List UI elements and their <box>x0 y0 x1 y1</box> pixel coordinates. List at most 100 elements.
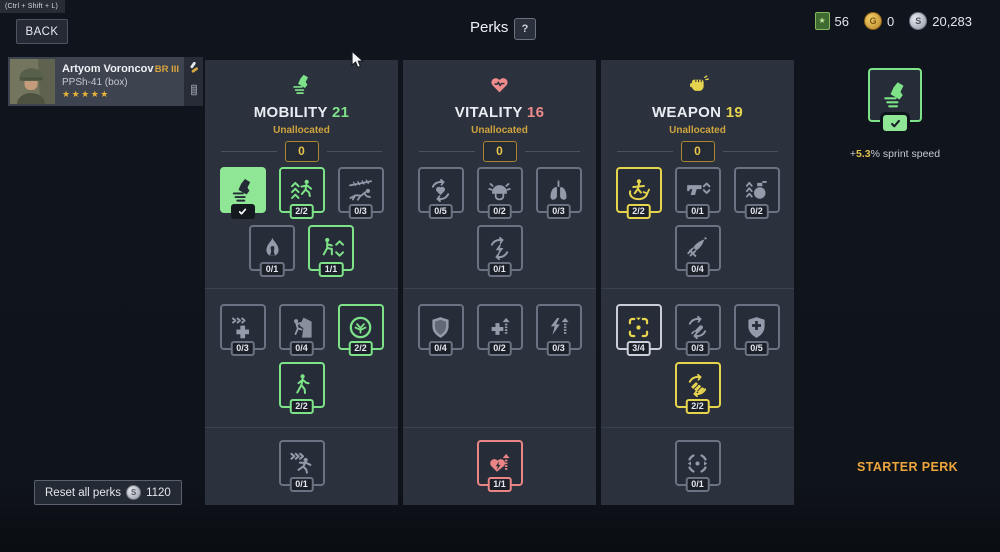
perk-badge: 2/2 <box>685 399 710 414</box>
walk-speed-icon <box>288 372 315 399</box>
perk-tile[interactable]: 2/2 <box>278 167 325 219</box>
perk-badge: 0/4 <box>685 262 710 277</box>
perk-row: 0/5 0/2 0/3 <box>403 167 596 219</box>
perk-row: 0/1 <box>601 440 794 492</box>
perk-tile[interactable]: 2/2 <box>278 362 325 414</box>
perk-tile[interactable]: 0/3 <box>535 167 582 219</box>
loadout-strip <box>184 57 203 106</box>
health-up-icon <box>486 314 513 341</box>
gold-counter: G 0 <box>864 12 894 30</box>
character-rank: BR III <box>154 64 179 75</box>
column-title: VITALITY 16 <box>454 104 545 121</box>
character-panel[interactable]: Artyom Voroncov BR III PPSh-41 (box) ★★★… <box>8 57 203 115</box>
perk-tile[interactable]: 0/4 <box>674 225 721 277</box>
perk-badge: 2/2 <box>348 341 373 356</box>
supply-ticket-counter: ★ 56 <box>814 12 849 30</box>
reset-label: Reset all perks <box>45 486 122 499</box>
perk-badge: 0/3 <box>348 204 373 219</box>
perk-row: 3/4 0/3 0/5 <box>601 304 794 356</box>
perk-row: 2/2 0/1 0/2 <box>601 167 794 219</box>
back-button[interactable]: BACK <box>16 19 68 44</box>
perk-column-mobility: MOBILITY 21 Unallocated 0 2/2 0/3 0/1 1/1 0/3 0/… <box>205 60 398 505</box>
help-button[interactable]: ? <box>514 18 536 40</box>
perk-badge: 0/5 <box>428 204 453 219</box>
gold-value: 0 <box>887 13 895 29</box>
perk-badge: 0/2 <box>744 204 769 219</box>
perk-tile[interactable]: 0/1 <box>476 225 523 277</box>
aim-turn-icon <box>625 177 652 204</box>
perk-tile[interactable]: 0/1 <box>249 225 295 277</box>
perk-tile[interactable]: 2/2 <box>615 167 662 219</box>
perk-row: 0/1 <box>205 440 398 492</box>
jump-height-icon <box>288 177 315 204</box>
perk-tile[interactable]: 0/3 <box>535 304 582 356</box>
perk-tile[interactable] <box>219 167 266 219</box>
heart-regen-icon <box>427 177 454 204</box>
perk-badge: 1/1 <box>487 477 512 492</box>
perk-tile[interactable]: 0/2 <box>733 167 780 219</box>
perk-tile[interactable]: 0/4 <box>278 304 325 356</box>
perk-tile[interactable]: 0/2 <box>476 167 523 219</box>
divider-line <box>419 151 475 152</box>
perk-badge <box>230 204 255 219</box>
perk-row: 0/1 1/1 <box>205 225 398 277</box>
unallocated-count: 0 <box>680 141 715 162</box>
perk-tile[interactable]: 0/1 <box>278 440 325 492</box>
perk-badge: 1/1 <box>318 262 344 277</box>
starter-perk-bonus: +5.3% sprint speed <box>849 148 941 160</box>
silver-coin-icon: S <box>126 485 142 500</box>
column-header: MOBILITY 21 Unallocated 0 <box>205 60 398 162</box>
perk-tile[interactable]: 0/5 <box>733 304 780 356</box>
divider-line <box>221 151 277 152</box>
perk-tile[interactable]: 0/5 <box>417 167 464 219</box>
bullet-speed-icon <box>684 314 711 341</box>
perk-tile[interactable]: 3/4 <box>615 304 662 356</box>
column-points: 21 <box>327 104 350 121</box>
perk-badge: 0/1 <box>487 262 512 277</box>
perk-tile[interactable]: 0/4 <box>417 304 464 356</box>
supply-ticket-icon: ★ <box>814 12 830 30</box>
perk-tile[interactable]: 1/1 <box>308 225 354 277</box>
supply-ticket-value: 56 <box>834 13 849 29</box>
sprint-boot-icon <box>229 177 256 204</box>
reticle-control-icon <box>625 314 652 341</box>
unallocated-counter: 0 <box>601 141 794 162</box>
sprint-boot-icon <box>290 73 313 96</box>
column-title: WEAPON 19 <box>651 104 744 121</box>
crouch-speed-icon <box>318 235 345 262</box>
helmet-protection-icon <box>486 177 513 204</box>
unallocated-label: Unallocated <box>273 125 330 136</box>
perk-tile[interactable]: 0/3 <box>219 304 266 356</box>
page-title: Perks <box>470 19 509 36</box>
starter-perk-tile[interactable] <box>868 68 922 122</box>
perk-badge: 0/1 <box>259 262 285 277</box>
perk-column-weapon: WEAPON 19 Unallocated 0 2/2 0/1 0/2 0/4 3/4 0/3 0… <box>601 60 794 505</box>
ammo-icon <box>186 61 201 81</box>
perk-tile[interactable]: 0/2 <box>476 304 523 356</box>
reset-all-perks-button[interactable]: Reset all perks S 1120 <box>34 480 182 505</box>
perk-tile[interactable]: 0/3 <box>674 304 721 356</box>
perk-column-vitality: VITALITY 16 Unallocated 0 0/5 0/2 0/3 0/1 0/4 0/… <box>403 60 596 505</box>
divider-line <box>524 151 580 152</box>
climb-icon <box>288 314 315 341</box>
perk-badge: 0/3 <box>230 341 255 356</box>
perk-tile[interactable]: 0/1 <box>674 440 721 492</box>
fire-resist-icon <box>259 235 286 262</box>
perk-badge: 0/5 <box>744 341 769 356</box>
heart-pulse-icon <box>488 73 511 96</box>
perk-tile[interactable]: 0/3 <box>337 167 384 219</box>
perk-tile[interactable]: 0/1 <box>674 167 721 219</box>
perk-tile[interactable]: 1/1 <box>476 440 523 492</box>
reset-cost: 1120 <box>146 486 171 499</box>
perk-tier-1: 2/2 0/1 0/2 0/4 <box>601 160 794 288</box>
perk-tier-2: 3/4 0/3 0/5 2/2 <box>601 288 794 427</box>
heal-move-icon <box>229 314 256 341</box>
perk-row: 0/3 0/4 2/2 <box>205 304 398 356</box>
perk-badge: 0/1 <box>685 477 710 492</box>
perk-badge: 0/1 <box>289 477 314 492</box>
column-header: VITALITY 16 Unallocated 0 <box>403 60 596 162</box>
perk-tile[interactable]: 2/2 <box>674 362 721 414</box>
unallocated-count: 0 <box>284 141 319 162</box>
perk-tile[interactable]: 2/2 <box>337 304 384 356</box>
